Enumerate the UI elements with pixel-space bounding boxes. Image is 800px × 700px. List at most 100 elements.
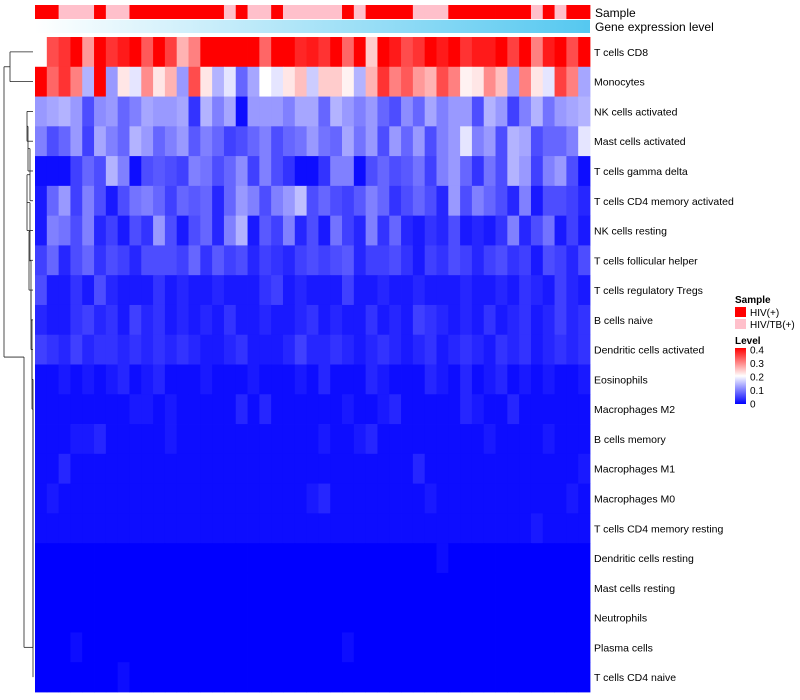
heatmap-cell <box>46 424 60 455</box>
heatmap-cell <box>542 334 555 365</box>
heatmap-cell <box>46 483 60 514</box>
heatmap-cell <box>578 572 591 604</box>
heatmap-cell <box>117 543 130 574</box>
sample-cell <box>212 5 225 19</box>
heatmap-cell <box>282 632 296 663</box>
heatmap-cell <box>519 66 532 97</box>
heatmap-cell <box>35 453 48 484</box>
heatmap-cell <box>448 185 461 217</box>
heatmap-cell <box>58 394 71 425</box>
heatmap-cell <box>554 275 567 306</box>
heatmap-cell <box>153 453 166 484</box>
legend: Sample HIV(+) HIV/TB(+) Level 0.40.30.20… <box>735 295 795 411</box>
heatmap-cell <box>247 602 260 633</box>
heatmap-cell <box>554 37 567 68</box>
heatmap-cell <box>282 513 296 544</box>
heatmap-cell <box>578 453 591 484</box>
heatmap-cell <box>153 275 166 306</box>
heatmap-cell <box>566 37 579 68</box>
heatmap-cell <box>82 483 95 514</box>
heatmap-cell <box>271 37 284 68</box>
heatmap-cell <box>483 215 496 246</box>
heatmap-cell <box>542 275 555 306</box>
heatmap-cell <box>176 66 189 97</box>
heatmap-cell <box>353 185 367 217</box>
heatmap-cell <box>424 483 437 514</box>
heatmap-cell <box>306 632 319 663</box>
heatmap-cell <box>412 483 426 514</box>
heatmap-cell <box>247 632 260 663</box>
heatmap-cell <box>164 304 178 336</box>
heatmap-cell <box>259 424 272 455</box>
heatmap-cell <box>212 662 225 693</box>
heatmap-cell <box>448 424 461 455</box>
heatmap-cell <box>271 424 284 455</box>
heatmap-cell <box>436 185 449 217</box>
heatmap-cell <box>330 37 343 68</box>
heatmap-cell <box>424 394 437 425</box>
heatmap-cell <box>94 304 107 336</box>
sample-cell <box>35 5 48 19</box>
heatmap-cell <box>153 364 166 395</box>
heatmap-cell <box>306 453 319 484</box>
heatmap-cell <box>247 572 260 604</box>
heatmap-cell <box>424 245 437 276</box>
heatmap-cell <box>483 572 496 604</box>
heatmap-cell <box>35 602 48 633</box>
heatmap-cell <box>188 543 201 574</box>
heatmap-cell <box>35 215 48 246</box>
heatmap-cell <box>365 483 378 514</box>
heatmap-cell <box>377 513 390 544</box>
heatmap-cell <box>578 334 591 365</box>
heatmap-cell <box>318 185 331 217</box>
heatmap-cell <box>247 37 260 68</box>
sample-cell <box>471 5 485 19</box>
heatmap-cell <box>448 37 461 68</box>
heatmap-cell <box>389 424 402 455</box>
heatmap-cell <box>554 126 567 157</box>
heatmap-cell <box>554 364 567 395</box>
heatmap-cell <box>212 37 225 68</box>
heatmap-cell <box>235 66 248 97</box>
heatmap-cell <box>507 602 520 633</box>
heatmap-cell <box>176 662 189 693</box>
heatmap-cell <box>247 215 260 246</box>
heatmap-cell <box>436 483 449 514</box>
heatmap-cell <box>566 364 579 395</box>
heatmap-cell <box>105 66 119 97</box>
heatmap-cell <box>519 632 532 663</box>
heatmap-cell <box>35 37 48 68</box>
level-tick-label: 0.3 <box>750 359 764 370</box>
heatmap-cell <box>94 632 107 663</box>
heatmap-cell <box>365 37 378 68</box>
heatmap-cell <box>306 156 319 187</box>
row-label: T cells CD4 memory resting <box>594 523 723 535</box>
heatmap-cell <box>471 602 485 633</box>
heatmap-cell <box>235 424 248 455</box>
heatmap-cell <box>318 96 331 127</box>
heatmap-cell <box>164 185 178 217</box>
heatmap-cell <box>460 453 473 484</box>
heatmap-cell <box>271 215 284 246</box>
heatmap-cell <box>483 96 496 127</box>
heatmap-cell <box>424 156 437 187</box>
heatmap-cell <box>578 394 591 425</box>
heatmap-cell <box>188 453 201 484</box>
heatmap-cell <box>578 632 591 663</box>
heatmap-cell <box>282 275 296 306</box>
heatmap-cell <box>105 275 119 306</box>
heatmap-cell <box>188 245 201 276</box>
heatmap-cell <box>153 156 166 187</box>
heatmap-cell <box>58 543 71 574</box>
row-label: Plasma cells <box>594 642 653 654</box>
heatmap-cell <box>117 185 130 217</box>
heatmap-cell <box>259 572 272 604</box>
heatmap-cell <box>164 572 178 604</box>
heatmap-cell <box>566 304 579 336</box>
heatmap-cell <box>271 572 284 604</box>
heatmap-cell <box>282 662 296 693</box>
heatmap-cell <box>117 275 130 306</box>
heatmap-cell <box>507 453 520 484</box>
heatmap-cell <box>495 275 508 306</box>
heatmap-cell <box>70 632 83 663</box>
